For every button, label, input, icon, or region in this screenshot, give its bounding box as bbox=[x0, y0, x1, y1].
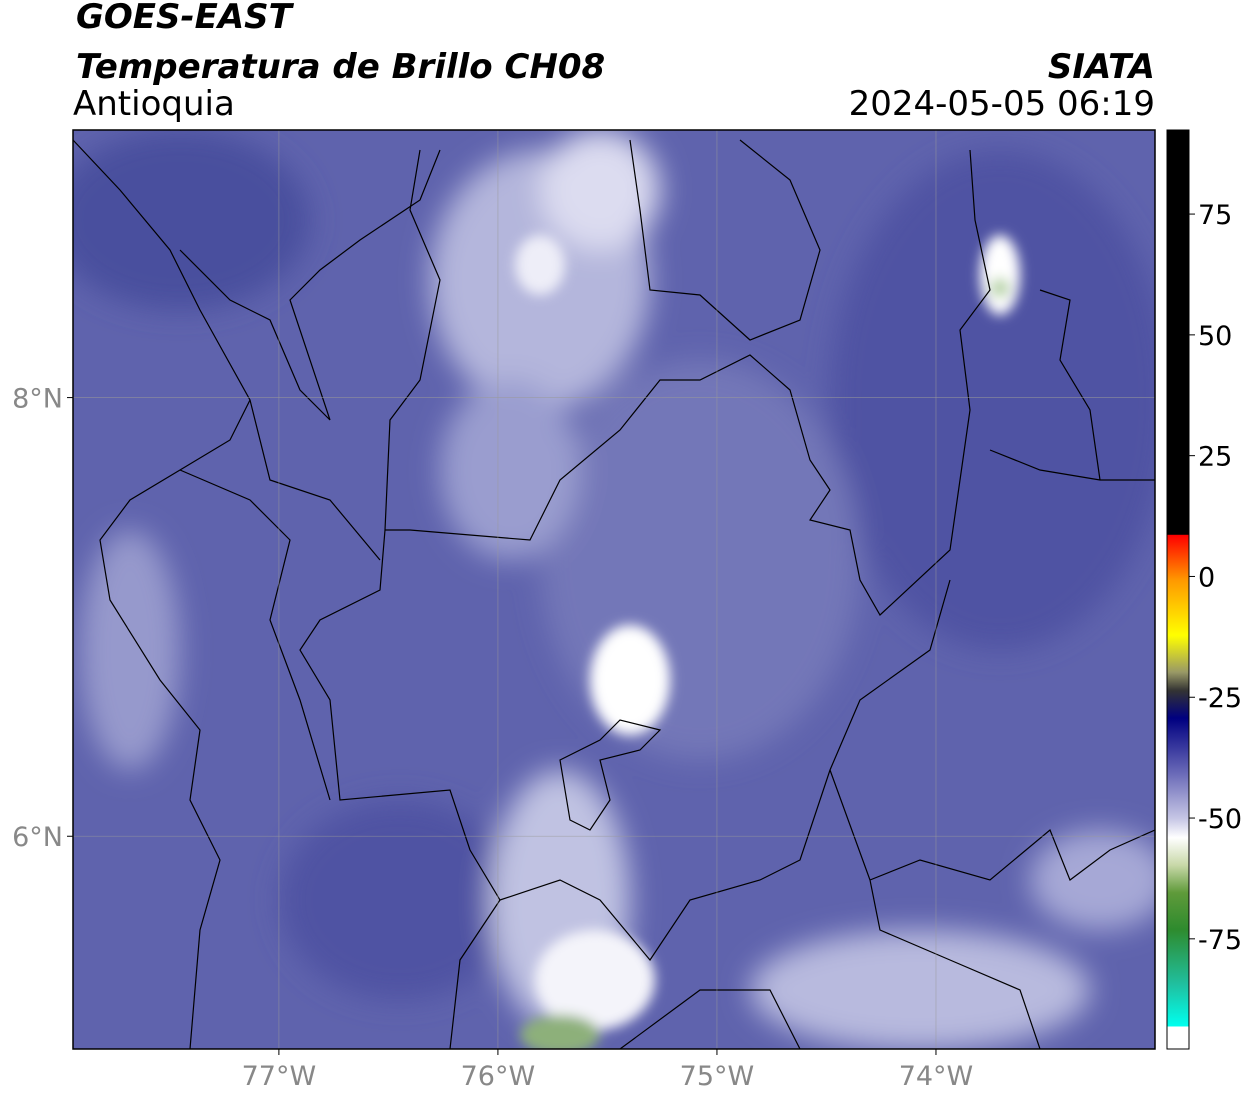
colorbar-tick-label: -25 bbox=[1198, 683, 1242, 714]
colorbar-tick-label: 75 bbox=[1198, 200, 1232, 231]
map-frame bbox=[72, 129, 1156, 1050]
x-tick-label: 77°W bbox=[242, 1061, 317, 1092]
colorbar-tick-label: -50 bbox=[1198, 804, 1242, 835]
region: Antioquia bbox=[73, 84, 235, 124]
x-tick-label: 74°W bbox=[899, 1061, 974, 1092]
y-tick-label: 6°N bbox=[12, 822, 63, 853]
y-tick-label: 8°N bbox=[12, 384, 63, 415]
colorbar-tick-label: -75 bbox=[1198, 925, 1242, 956]
x-tick-label: 75°W bbox=[680, 1061, 755, 1092]
colorbar bbox=[1166, 129, 1190, 1050]
datetime: 2024-05-05 06:19 bbox=[849, 84, 1155, 124]
title: GOES-EAST bbox=[76, 0, 295, 37]
source: SIATA bbox=[1048, 47, 1155, 87]
colorbar-tick-label: 0 bbox=[1198, 562, 1215, 593]
colorbar-tick-label: 25 bbox=[1198, 442, 1232, 473]
x-tick-label: 76°W bbox=[461, 1061, 536, 1092]
subtitle: Temperatura de Brillo CH08 bbox=[76, 47, 605, 87]
satellite-image bbox=[73, 130, 1155, 1049]
colorbar-tick-label: 50 bbox=[1198, 321, 1232, 352]
